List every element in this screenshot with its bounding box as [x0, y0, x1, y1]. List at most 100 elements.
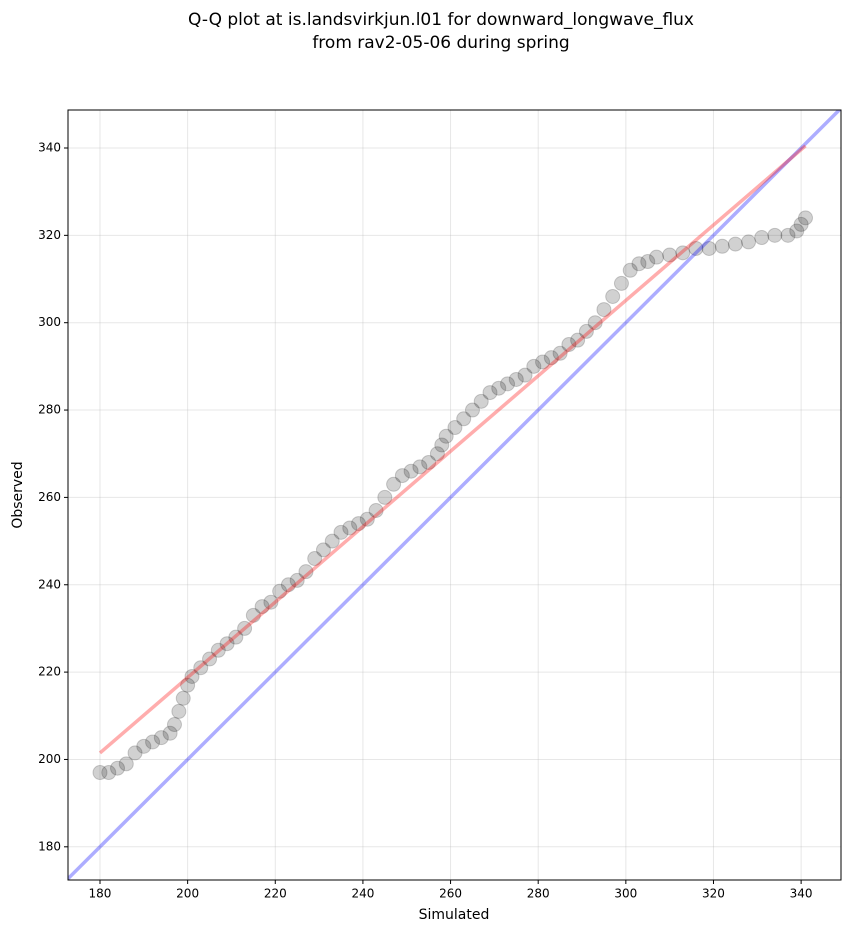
- point: [605, 288, 621, 304]
- point: [631, 256, 647, 272]
- point: [596, 302, 612, 318]
- point: [613, 275, 629, 291]
- point: [162, 725, 178, 741]
- point: [394, 468, 410, 484]
- point: [272, 583, 288, 599]
- point: [500, 376, 516, 392]
- point: [570, 332, 586, 348]
- point: [377, 489, 393, 505]
- point: [447, 420, 463, 436]
- point: [412, 459, 428, 475]
- point: [789, 223, 805, 239]
- point: [136, 738, 152, 754]
- x-tick-label: 200: [176, 887, 199, 901]
- y-tick-label: 300: [38, 315, 61, 329]
- point: [171, 703, 187, 719]
- x-tick-label: 180: [89, 887, 112, 901]
- grid: [68, 110, 841, 880]
- y-tick-label: 320: [38, 228, 61, 242]
- x-tick-label: 320: [702, 887, 725, 901]
- point: [228, 629, 244, 645]
- point: [237, 620, 253, 636]
- point: [386, 476, 402, 492]
- y-tick-label: 220: [38, 665, 61, 679]
- point: [368, 503, 384, 519]
- point: [543, 350, 559, 366]
- point: [578, 323, 594, 339]
- point: [403, 463, 419, 479]
- point: [180, 677, 196, 693]
- point: [754, 230, 770, 246]
- point: [434, 437, 450, 453]
- point: [456, 411, 472, 427]
- point: [359, 511, 375, 527]
- point: [118, 756, 134, 772]
- point: [727, 236, 743, 252]
- point: [508, 371, 524, 387]
- reference-line: [98, 144, 807, 755]
- point: [793, 216, 809, 232]
- y-tick-label: 340: [38, 140, 61, 154]
- point: [535, 354, 551, 370]
- point: [464, 402, 480, 418]
- y-tick-label: 260: [38, 490, 61, 504]
- point: [333, 524, 349, 540]
- x-axis-label: Simulated: [419, 907, 490, 923]
- point: [145, 734, 161, 750]
- point: [491, 380, 507, 396]
- point: [526, 358, 542, 374]
- point: [92, 765, 108, 781]
- point: [351, 516, 367, 532]
- point: [429, 446, 445, 462]
- point: [342, 520, 358, 536]
- point: [263, 594, 279, 610]
- plot-frame: [67, 109, 842, 881]
- point: [421, 454, 437, 470]
- point: [101, 765, 117, 781]
- point: [184, 668, 200, 684]
- point: [307, 551, 323, 567]
- reference-line: [68, 110, 841, 880]
- point: [289, 572, 305, 588]
- y-tick-label: 180: [38, 839, 61, 853]
- point: [110, 760, 126, 776]
- point: [219, 636, 235, 652]
- x-tick-label: 280: [527, 887, 550, 901]
- point: [552, 345, 568, 361]
- point: [210, 642, 226, 658]
- point: [127, 745, 143, 761]
- point: [622, 262, 638, 278]
- point: [482, 385, 498, 401]
- plot-area: [68, 110, 841, 880]
- x-tick-label: 260: [439, 887, 462, 901]
- point: [798, 210, 814, 226]
- x-tick-label: 340: [790, 887, 813, 901]
- point: [166, 717, 182, 733]
- y-tick-label: 240: [38, 577, 61, 591]
- point: [714, 238, 730, 254]
- point: [741, 234, 757, 250]
- point: [175, 690, 191, 706]
- x-tick-label: 220: [264, 887, 287, 901]
- point: [561, 337, 577, 353]
- point: [517, 367, 533, 383]
- point: [438, 428, 454, 444]
- x-tick-label: 300: [614, 887, 637, 901]
- point: [202, 651, 218, 667]
- point: [780, 227, 796, 243]
- y-tick-label: 200: [38, 752, 61, 766]
- point: [245, 607, 261, 623]
- point: [153, 730, 169, 746]
- x-tick-label: 240: [351, 887, 374, 901]
- point: [649, 249, 665, 265]
- point: [254, 599, 270, 615]
- point: [473, 393, 489, 409]
- point: [193, 660, 209, 676]
- point: [298, 564, 314, 580]
- point: [688, 240, 704, 256]
- point: [280, 577, 296, 593]
- point: [701, 240, 717, 256]
- y-tick-label: 280: [38, 403, 61, 417]
- point: [315, 542, 331, 558]
